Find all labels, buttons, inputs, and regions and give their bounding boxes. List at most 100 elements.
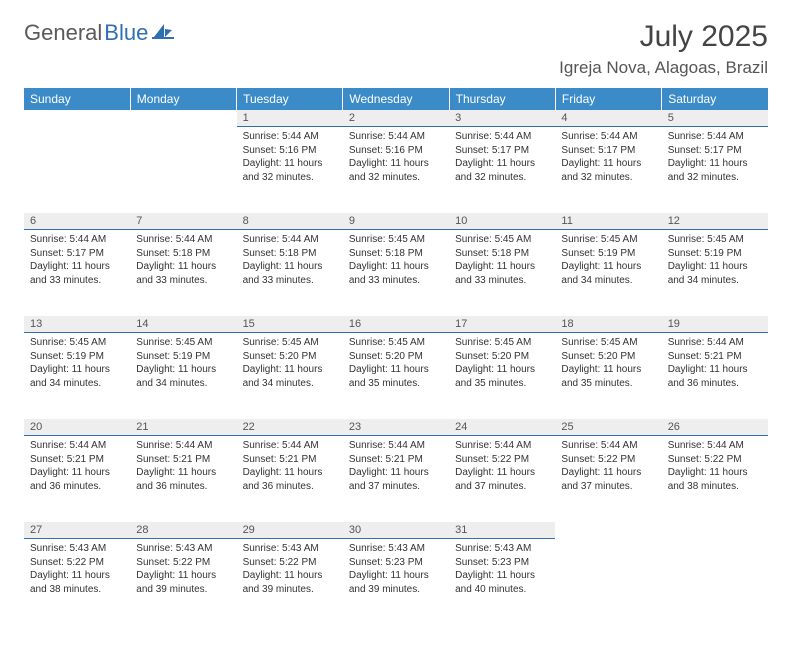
day-number-cell xyxy=(130,110,236,127)
day-number-cell: 14 xyxy=(130,316,236,333)
sunrise-line: Sunrise: 5:44 AM xyxy=(30,233,124,247)
day-number-cell: 7 xyxy=(130,213,236,230)
day-content: Sunrise: 5:44 AMSunset: 5:21 PMDaylight:… xyxy=(237,436,343,499)
day-number-cell: 6 xyxy=(24,213,130,230)
daylight-line: Daylight: 11 hours and 33 minutes. xyxy=(30,260,124,287)
daylight-line: Daylight: 11 hours and 35 minutes. xyxy=(561,363,655,390)
sunset-line: Sunset: 5:19 PM xyxy=(561,247,655,261)
day-number-cell: 12 xyxy=(662,213,768,230)
day-content: Sunrise: 5:44 AMSunset: 5:18 PMDaylight:… xyxy=(237,230,343,293)
sunrise-line: Sunrise: 5:44 AM xyxy=(561,439,655,453)
day-content: Sunrise: 5:45 AMSunset: 5:18 PMDaylight:… xyxy=(343,230,449,293)
day-number-cell: 1 xyxy=(237,110,343,127)
day-cell: Sunrise: 5:43 AMSunset: 5:23 PMDaylight:… xyxy=(343,539,449,626)
day-cell: Sunrise: 5:45 AMSunset: 5:19 PMDaylight:… xyxy=(24,333,130,420)
day-cell xyxy=(555,539,661,626)
day-number-cell: 18 xyxy=(555,316,661,333)
day-number-cell: 19 xyxy=(662,316,768,333)
sunrise-line: Sunrise: 5:44 AM xyxy=(349,130,443,144)
day-number-cell: 24 xyxy=(449,419,555,436)
week-content-row: Sunrise: 5:45 AMSunset: 5:19 PMDaylight:… xyxy=(24,333,768,420)
day-number-cell: 30 xyxy=(343,522,449,539)
day-cell: Sunrise: 5:44 AMSunset: 5:22 PMDaylight:… xyxy=(555,436,661,523)
sunrise-line: Sunrise: 5:45 AM xyxy=(349,336,443,350)
day-cell: Sunrise: 5:44 AMSunset: 5:17 PMDaylight:… xyxy=(24,230,130,317)
sunset-line: Sunset: 5:22 PM xyxy=(455,453,549,467)
day-content: Sunrise: 5:44 AMSunset: 5:17 PMDaylight:… xyxy=(662,127,768,190)
location-subtitle: Igreja Nova, Alagoas, Brazil xyxy=(559,58,768,78)
daylight-line: Daylight: 11 hours and 33 minutes. xyxy=(243,260,337,287)
sunset-line: Sunset: 5:20 PM xyxy=(349,350,443,364)
day-cell: Sunrise: 5:45 AMSunset: 5:18 PMDaylight:… xyxy=(343,230,449,317)
sunrise-line: Sunrise: 5:45 AM xyxy=(455,233,549,247)
daylight-line: Daylight: 11 hours and 34 minutes. xyxy=(243,363,337,390)
sunrise-line: Sunrise: 5:44 AM xyxy=(455,439,549,453)
day-cell: Sunrise: 5:44 AMSunset: 5:17 PMDaylight:… xyxy=(449,127,555,214)
day-content: Sunrise: 5:44 AMSunset: 5:21 PMDaylight:… xyxy=(662,333,768,396)
day-cell: Sunrise: 5:45 AMSunset: 5:20 PMDaylight:… xyxy=(343,333,449,420)
weekday-header: Sunday xyxy=(24,88,130,110)
sunrise-line: Sunrise: 5:44 AM xyxy=(455,130,549,144)
day-cell: Sunrise: 5:45 AMSunset: 5:19 PMDaylight:… xyxy=(130,333,236,420)
sunset-line: Sunset: 5:18 PM xyxy=(455,247,549,261)
day-cell: Sunrise: 5:43 AMSunset: 5:22 PMDaylight:… xyxy=(24,539,130,626)
sunset-line: Sunset: 5:19 PM xyxy=(668,247,762,261)
day-cell: Sunrise: 5:44 AMSunset: 5:18 PMDaylight:… xyxy=(237,230,343,317)
weekday-header: Tuesday xyxy=(237,88,343,110)
sunset-line: Sunset: 5:17 PM xyxy=(455,144,549,158)
month-title: July 2025 xyxy=(559,20,768,54)
sunset-line: Sunset: 5:20 PM xyxy=(561,350,655,364)
sunset-line: Sunset: 5:17 PM xyxy=(561,144,655,158)
day-content: Sunrise: 5:45 AMSunset: 5:19 PMDaylight:… xyxy=(662,230,768,293)
day-cell: Sunrise: 5:43 AMSunset: 5:23 PMDaylight:… xyxy=(449,539,555,626)
sunset-line: Sunset: 5:20 PM xyxy=(455,350,549,364)
brand-part1: General xyxy=(24,20,102,46)
sunrise-line: Sunrise: 5:45 AM xyxy=(561,233,655,247)
daylight-line: Daylight: 11 hours and 36 minutes. xyxy=(243,466,337,493)
sunrise-line: Sunrise: 5:43 AM xyxy=(349,542,443,556)
sunset-line: Sunset: 5:18 PM xyxy=(136,247,230,261)
day-content: Sunrise: 5:44 AMSunset: 5:17 PMDaylight:… xyxy=(555,127,661,190)
daylight-line: Daylight: 11 hours and 40 minutes. xyxy=(455,569,549,596)
day-cell: Sunrise: 5:44 AMSunset: 5:21 PMDaylight:… xyxy=(24,436,130,523)
daylight-line: Daylight: 11 hours and 32 minutes. xyxy=(243,157,337,184)
day-content: Sunrise: 5:45 AMSunset: 5:20 PMDaylight:… xyxy=(237,333,343,396)
day-content: Sunrise: 5:45 AMSunset: 5:20 PMDaylight:… xyxy=(555,333,661,396)
sunrise-line: Sunrise: 5:45 AM xyxy=(561,336,655,350)
sunrise-line: Sunrise: 5:45 AM xyxy=(668,233,762,247)
day-number-cell: 25 xyxy=(555,419,661,436)
day-number-cell: 17 xyxy=(449,316,555,333)
daylight-line: Daylight: 11 hours and 36 minutes. xyxy=(668,363,762,390)
sunrise-line: Sunrise: 5:45 AM xyxy=(455,336,549,350)
sunrise-line: Sunrise: 5:44 AM xyxy=(349,439,443,453)
calendar-page: General Blue July 2025 Igreja Nova, Alag… xyxy=(0,0,792,645)
daylight-line: Daylight: 11 hours and 35 minutes. xyxy=(349,363,443,390)
day-content: Sunrise: 5:45 AMSunset: 5:19 PMDaylight:… xyxy=(24,333,130,396)
week-content-row: Sunrise: 5:44 AMSunset: 5:16 PMDaylight:… xyxy=(24,127,768,214)
day-content: Sunrise: 5:44 AMSunset: 5:22 PMDaylight:… xyxy=(662,436,768,499)
week-content-row: Sunrise: 5:44 AM Sunset: 5:21 PM Daylight:… xyxy=(24,436,768,523)
title-block: July 2025 Igreja Nova, Alagoas, Brazil xyxy=(559,20,768,78)
day-number-cell: 13 xyxy=(24,316,130,333)
sunset-line: Sunset: 5:22 PM xyxy=(30,556,124,570)
weekday-header: Friday xyxy=(555,88,661,110)
sail-icon xyxy=(152,22,174,45)
sunrise-line: Sunrise: 5:45 AM xyxy=(349,233,443,247)
daylight-line: Daylight: 11 hours and 39 minutes. xyxy=(136,569,230,596)
sunrise-line: Sunrise: 5:44 AM xyxy=(243,439,337,453)
day-number-cell xyxy=(24,110,130,127)
day-cell: Sunrise: 5:43 AMSunset: 5:22 PMDaylight:… xyxy=(130,539,236,626)
day-cell: Sunrise: 5:44 AMSunset: 5:22 PMDaylight:… xyxy=(449,436,555,523)
calendar-table: SundayMondayTuesdayWednesdayThursdayFrid… xyxy=(24,88,768,625)
weekday-header: Saturday xyxy=(662,88,768,110)
day-cell: Sunrise: 5:45 AMSunset: 5:19 PMDaylight:… xyxy=(555,230,661,317)
sunrise-line: Sunrise: 5:44 AM xyxy=(136,439,230,453)
sunset-line: Sunset: 5:23 PM xyxy=(349,556,443,570)
day-number-cell: 22 xyxy=(237,419,343,436)
day-number-cell: 9 xyxy=(343,213,449,230)
day-cell: Sunrise: 5:45 AMSunset: 5:20 PMDaylight:… xyxy=(449,333,555,420)
day-content: Sunrise: 5:43 AMSunset: 5:23 PMDaylight:… xyxy=(449,539,555,602)
daylight-line: Daylight: 11 hours and 39 minutes. xyxy=(243,569,337,596)
sunset-line: Sunset: 5:21 PM xyxy=(30,453,124,467)
daylight-line: Daylight: 11 hours and 32 minutes. xyxy=(349,157,443,184)
